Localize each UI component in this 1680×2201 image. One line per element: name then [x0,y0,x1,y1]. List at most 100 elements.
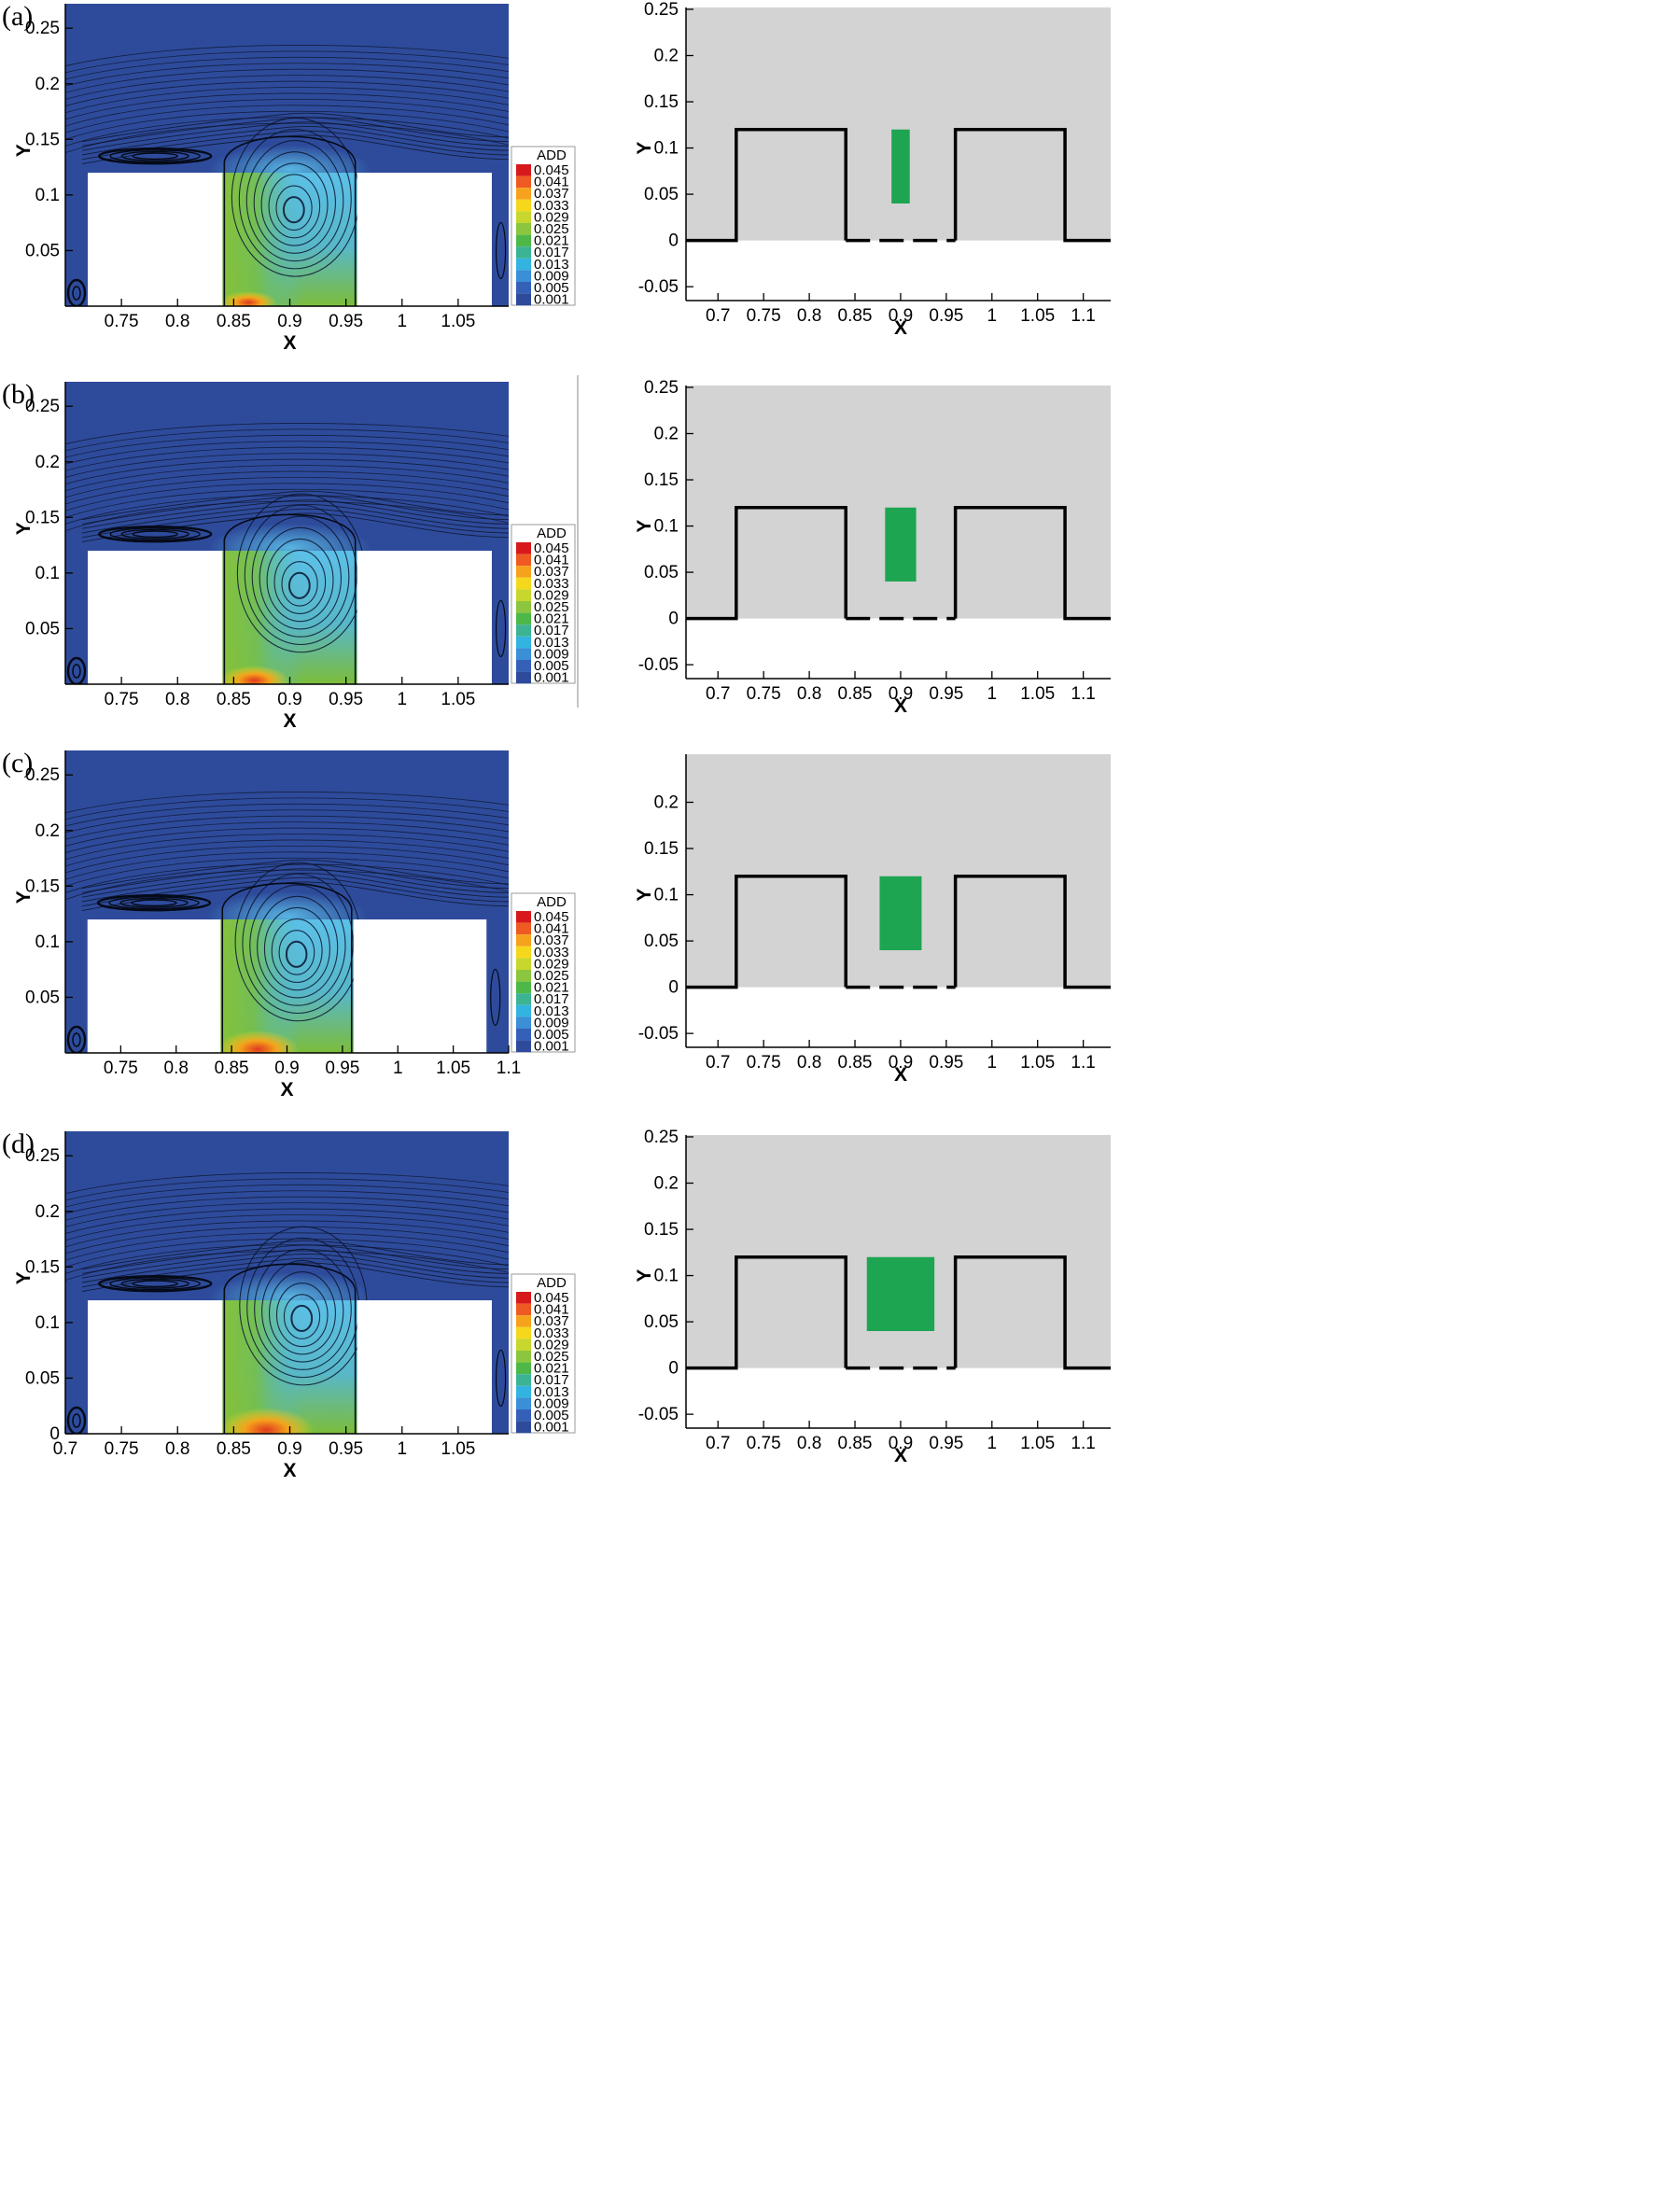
streamline [65,441,509,465]
legend-level: 0.029 [534,956,569,972]
vortex-loop [266,538,334,623]
legend-swatch [516,671,531,684]
streamline [65,1214,509,1241]
legend-swatch [516,199,531,212]
eddy-loop [98,1274,213,1293]
x-tick-label: 1.05 [441,1439,475,1459]
legend-level: 0.013 [534,1003,569,1019]
y-tick-label: 0.15 [644,839,679,859]
panel-a: (a) 0.75 0.8 0.85 0.9 0.95 1 1.05 0.05 0.1 0.15 0.2… [2,0,1111,354]
fluid-region [686,386,1111,619]
legend-level: 0.013 [534,257,569,273]
legend-level: 0.013 [534,635,569,651]
side-eddy [495,1349,507,1408]
y-tick-label: 0.2 [654,47,679,66]
left-block [87,919,221,1053]
green-block [885,507,917,582]
x-tick-label: 0.9 [889,684,913,704]
streamline [65,483,509,512]
corner-eddy [66,656,87,684]
side-eddy [495,599,507,658]
x-tick-label: 0.7 [706,306,730,326]
y-tick-label: 0 [668,231,679,251]
vortex-loop [257,895,339,999]
right-block [357,1300,492,1434]
x-tick-label: 0.95 [329,312,363,331]
streamline [65,809,509,834]
x-tick-label: 1.05 [1020,1434,1055,1453]
legend-level: 0.025 [534,599,569,615]
corner-eddy [72,1413,81,1428]
x-tick-label: 0.7 [706,684,730,704]
wall-right [953,1255,1111,1370]
right-diagram: 0.7 0.75 0.8 0.85 0.9 0.95 1 1.05 1.1 -0.05 0 0.05 0… [634,0,1111,339]
legend-level: 0.029 [534,1337,569,1353]
panel-letter: (b) [2,379,35,410]
eddy-loop [132,152,178,161]
fluid-region [686,7,1111,241]
panel-c: (c) 0.75 0.8 0.85 0.9 0.95 1 1.05 1.1 0.05 0.1 0.15… [2,748,1111,1100]
x-tick-label: 1 [987,684,998,704]
x-tick-label: 0.9 [277,690,301,709]
y-tick-label: 0.2 [35,453,60,472]
x-tick-label: 1.05 [1020,1053,1055,1072]
legend-swatch [516,164,531,176]
x-axis-label: X [894,317,907,339]
y-tick-label: 0.1 [35,932,60,952]
legend-swatch [516,223,531,235]
x-tick-label: 1.1 [1071,306,1095,326]
legend-level: 0.005 [534,658,569,674]
vortex-loop [275,185,313,231]
legend-level: 0.025 [534,221,569,237]
x-tick-label: 0.85 [217,690,251,709]
streamline [65,495,509,525]
legend-level: 0.037 [534,932,569,948]
streamline [65,428,509,452]
legend-swatch [516,542,531,554]
eddy-loop [98,525,213,543]
left-block [88,551,223,684]
x-tick-label: 1.1 [497,1058,521,1078]
legend-swatch [516,660,531,672]
legend-level: 0.029 [534,209,569,225]
y-axis-label: Y [13,144,35,157]
y-tick-label: 0.05 [25,1368,60,1388]
streamline [65,1178,509,1201]
streamline [65,1244,509,1274]
streamline [81,1244,509,1274]
corner-eddy [66,278,87,306]
x-tick-label: 0.95 [929,684,963,704]
y-tick-label: 0.15 [644,92,679,112]
streamline [65,453,509,478]
fluid-region [686,1135,1111,1368]
legend-swatch [516,1362,531,1375]
legend-title: ADD [537,147,567,163]
right-diagram: 0.7 0.75 0.8 0.85 0.9 0.95 1 1.05 1.1 -0.05 0 0.05 0… [634,378,1111,717]
streamline [65,110,509,140]
x-tick-label: 0.95 [325,1058,359,1078]
cavity-separatrix [223,1263,357,1434]
x-tick-label: 0.8 [164,1058,189,1078]
eddy-loop [120,1278,189,1289]
vortex-loop [249,884,346,1006]
legend-level: 0.021 [534,1361,569,1377]
streamline [81,1249,509,1279]
vortex-loop [278,930,315,975]
streamline [65,465,509,492]
vortex-loop [238,128,352,270]
legend-level: 0.045 [534,1290,569,1306]
y-tick-label: 0.05 [644,185,679,204]
streamline [65,792,509,814]
panel-d: (d) 0.7 0.75 0.8 0.85 0.9 0.95 1 1.05 0 0.05 0.1 0.1… [2,1128,1111,1481]
legend-swatch [516,188,531,200]
x-tick-label: 0.85 [215,1058,249,1078]
streamline [65,68,509,93]
x-tick-label: 1.05 [1020,306,1055,326]
hotspot-fill [219,666,289,684]
streamline [65,75,509,100]
eddy-loop [109,1277,201,1291]
right-block [353,919,487,1053]
x-tick-label: 1 [397,690,407,709]
streamline [65,839,509,867]
x-tick-label: 0.8 [797,1434,821,1453]
